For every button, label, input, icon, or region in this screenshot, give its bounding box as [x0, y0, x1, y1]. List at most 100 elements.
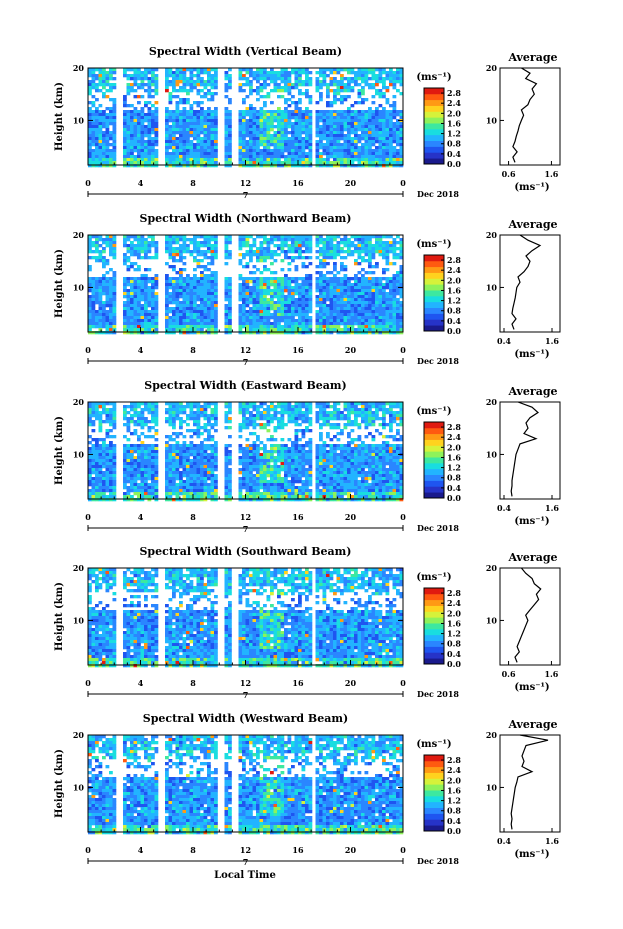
heatmap-cell [228, 155, 232, 159]
heatmap-cell [368, 152, 372, 156]
heatmap-cell [224, 316, 229, 320]
heatmap-cell [375, 68, 379, 72]
heatmap-cell [277, 125, 281, 129]
heatmap-cell [175, 417, 180, 421]
heatmap-cell [319, 86, 323, 90]
heatmap-cell [333, 244, 337, 248]
heatmap-cell [175, 235, 180, 239]
heatmap-cell [196, 161, 201, 165]
heatmap-cell [112, 116, 117, 120]
heatmap-cell [168, 280, 173, 284]
heatmap-cell [207, 134, 211, 138]
heatmap-cell [140, 140, 145, 144]
heatmap-cell [277, 71, 281, 75]
heatmap-cell [102, 238, 106, 242]
heatmap-cell [224, 331, 229, 335]
heatmap-cell [189, 122, 194, 126]
heatmap-cell [109, 289, 113, 293]
heatmap-cell [280, 134, 285, 138]
heatmap-cell [340, 119, 344, 123]
heatmap-cell [224, 122, 229, 126]
heatmap-cell [245, 331, 250, 335]
heatmap-cell [179, 143, 183, 147]
heatmap-cell [172, 80, 176, 84]
heatmap-cell [273, 80, 278, 84]
heatmap-cell [382, 107, 386, 111]
heatmap-cell [203, 164, 208, 168]
heatmap-cell [273, 143, 278, 147]
heatmap-cell [382, 143, 386, 147]
heatmap-cell [186, 247, 190, 251]
heatmap-cell [88, 322, 92, 326]
heatmap-cell [88, 277, 92, 281]
heatmap-cell [242, 322, 246, 326]
heatmap-cell [95, 259, 99, 263]
heatmap-cell [277, 283, 281, 287]
heatmap-cell [277, 146, 281, 150]
heatmap-cell [399, 280, 404, 284]
heatmap-cell [389, 325, 393, 329]
heatmap-cell [392, 292, 397, 296]
heatmap-cell [371, 140, 376, 144]
heatmap-cell [322, 134, 327, 138]
heatmap-cell [263, 414, 267, 418]
heatmap-cell [284, 143, 288, 147]
heatmap-cell [224, 116, 229, 120]
heatmap-cell [305, 107, 309, 111]
heatmap-cell [396, 152, 400, 156]
heatmap-cell [147, 80, 152, 84]
heatmap-cell [280, 241, 285, 245]
heatmap-cell [382, 86, 386, 90]
heatmap-cell [179, 307, 183, 311]
heatmap-cell [224, 283, 229, 287]
heatmap-cell [298, 137, 302, 141]
heatmap-cell [193, 268, 197, 272]
heatmap-cell [224, 319, 229, 323]
heatmap-cell [133, 247, 138, 251]
heatmap-cell [196, 164, 201, 168]
heatmap-cell [364, 235, 369, 239]
heatmap-cell [256, 116, 260, 120]
heatmap-cell [354, 310, 358, 314]
heatmap-cell [228, 122, 232, 126]
heatmap-cell [175, 104, 180, 108]
heatmap-cell [396, 256, 400, 260]
heatmap-cell [98, 325, 103, 329]
heatmap-cell [375, 152, 379, 156]
heatmap-cell [368, 131, 372, 135]
heatmap-cell [193, 325, 197, 329]
heatmap-cell [102, 68, 106, 72]
heatmap-cell [343, 122, 348, 126]
heatmap-cell [375, 265, 379, 269]
heatmap-cell [144, 277, 148, 281]
heatmap-cell [259, 277, 264, 281]
heatmap-cell [354, 411, 358, 415]
heatmap-cell [336, 328, 341, 332]
heatmap-cell [151, 152, 155, 156]
heatmap-cell [189, 116, 194, 120]
heatmap-cell [91, 149, 96, 153]
heatmap-cell [168, 101, 173, 105]
heatmap-cell [242, 277, 246, 281]
heatmap-cell [207, 80, 211, 84]
heatmap-cell [305, 89, 309, 93]
heatmap-cell [357, 74, 362, 78]
heatmap-cell [319, 238, 323, 242]
heatmap-cell [137, 420, 141, 424]
heatmap-cell [266, 158, 271, 162]
heatmap-cell [329, 116, 334, 120]
heatmap-cell [266, 277, 271, 281]
heatmap-cell [249, 149, 253, 153]
heatmap-cell [140, 110, 145, 114]
heatmap-cell [357, 241, 362, 245]
heatmap-cell [329, 250, 334, 254]
heatmap-cell [375, 146, 379, 150]
heatmap-cell [228, 152, 232, 156]
heatmap-cell [364, 280, 369, 284]
heatmap-cell [228, 319, 232, 323]
heatmap-cell [287, 405, 292, 409]
heatmap-cell [172, 155, 176, 159]
heatmap-cell [102, 164, 106, 168]
heatmap-cell [273, 325, 278, 329]
heatmap-cell [319, 68, 323, 72]
